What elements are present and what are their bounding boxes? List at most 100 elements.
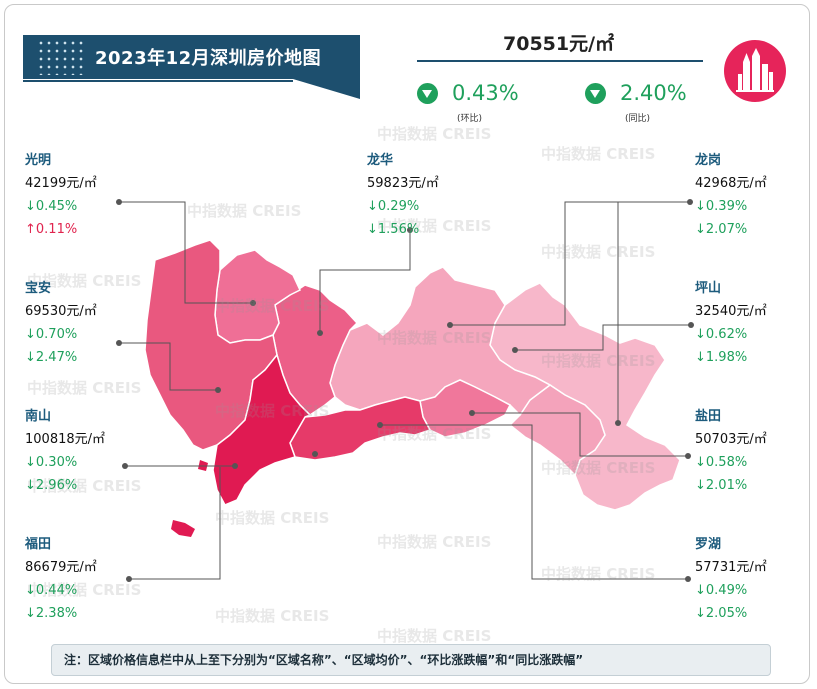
district-info-yantian: 盐田 50703元/㎡ ↓0.58% ↓2.01% (695, 405, 767, 497)
district-yoy: ↓1.56% (367, 222, 420, 237)
district-yoy: ↓2.07% (695, 222, 748, 237)
district-name: 坪山 (695, 281, 722, 296)
district-info-longgang: 龙岗 42968元/㎡ ↓0.39% ↓2.07% (695, 149, 767, 241)
title-banner: 2023年12月深圳房价地图 (23, 35, 360, 79)
leader-line-guangming (119, 201, 253, 304)
leader-line-pingshan (515, 324, 691, 351)
district-info-futian: 福田 86679元/㎡ ↓0.44% ↓2.38% (25, 533, 97, 625)
yoy-change: 2.40% (585, 81, 687, 105)
down-arrow-icon (585, 82, 606, 104)
dots-decoration (37, 39, 87, 75)
price-underline (417, 60, 703, 62)
leader-dots (116, 199, 694, 582)
district-yoy: ↓1.98% (695, 350, 748, 365)
district-yoy: ↓2.96% (25, 478, 78, 493)
skyline-icon (736, 48, 774, 92)
district-name: 龙岗 (695, 153, 722, 168)
district-info-guangming: 光明 42199元/㎡ ↓0.45% ↑0.11% (25, 149, 97, 241)
district-luohu[interactable] (419, 379, 511, 438)
yoy-label: (同比) (625, 114, 651, 124)
watermark: 中指数据 CREIS (215, 509, 330, 527)
leader-line-futian (129, 467, 221, 580)
district-yoy: ↑0.11% (25, 222, 78, 237)
watermark: 中指数据 CREIS (377, 217, 492, 235)
district-futian[interactable] (289, 396, 432, 461)
district-mom: ↓0.45% (25, 199, 78, 214)
mom-label: (环比) (457, 114, 483, 124)
watermark: 中指数据 CREIS (187, 202, 302, 220)
district-info-luohu: 罗湖 57731元/㎡ ↓0.49% ↓2.05% (695, 533, 767, 625)
down-arrow-icon (417, 82, 438, 104)
district-price: 59823元/㎡ (367, 176, 439, 191)
district-yantian[interactable] (508, 384, 606, 477)
district-price: 32540元/㎡ (695, 304, 767, 319)
district-price: 100818元/㎡ (25, 432, 106, 447)
district-mom: ↓0.49% (695, 583, 748, 598)
watermark: 中指数据 CREIS (215, 402, 330, 420)
watermark: 中指数据 CREIS (377, 627, 492, 645)
watermark: 中指数据 CREIS (27, 379, 142, 397)
district-yoy: ↓2.47% (25, 350, 78, 365)
district-name: 龙华 (367, 153, 394, 168)
shenzhen-skyline-logo (724, 40, 786, 102)
watermark: 中指数据 CREIS (541, 352, 656, 370)
district-yoy: ↓2.01% (695, 478, 748, 493)
district-mom: ↓0.70% (25, 327, 78, 342)
district-name: 光明 (25, 153, 52, 168)
district-name: 南山 (25, 409, 52, 424)
watermark: 中指数据 CREIS (541, 145, 656, 163)
watermark: 中指数据 CREIS (377, 533, 492, 551)
leader-line-longhua (319, 230, 411, 333)
watermark: 中指数据 CREIS (215, 297, 330, 315)
yoy-value: 2.40% (620, 81, 687, 105)
watermark: 中指数据 CREIS (27, 477, 142, 495)
district-price: 57731元/㎡ (695, 560, 767, 575)
district-mom: ↓0.58% (695, 455, 748, 470)
island (171, 520, 195, 537)
title-underline (23, 80, 293, 82)
district-info-baoan: 宝安 69530元/㎡ ↓0.70% ↓2.47% (25, 277, 97, 369)
district-info-longhua: 龙华 59823元/㎡ ↓0.29% ↓1.56% (367, 149, 439, 241)
leader-line-longgang (450, 201, 690, 326)
district-price: 42968元/㎡ (695, 176, 767, 191)
district-price: 69530元/㎡ (25, 304, 97, 319)
watermark: 中指数据 CREIS (377, 329, 492, 347)
legend-note: 注：区域价格信息栏中从上至下分别为“区域名称”、“区域均价”、“环比涨跌幅”和“… (51, 644, 771, 676)
district-name: 宝安 (25, 281, 52, 296)
map-frame: 2023年12月深圳房价地图 70551元/㎡ 0.43% (环比) 2.40%… (4, 4, 810, 684)
shenzhen-district-map (116, 199, 694, 582)
district-price: 86679元/㎡ (25, 560, 97, 575)
mom-value: 0.43% (452, 81, 519, 105)
watermark: 中指数据 CREIS (27, 272, 142, 290)
watermark: 中指数据 CREIS (377, 125, 492, 143)
city-average-price: 70551元/㎡ (503, 33, 615, 55)
district-info-nanshan: 南山 100818元/㎡ ↓0.30% ↓2.96% (25, 405, 105, 497)
district-price: 42199元/㎡ (25, 176, 97, 191)
district-price: 50703元/㎡ (695, 432, 767, 447)
title-banner-fold (293, 79, 360, 99)
district-name: 福田 (25, 537, 52, 552)
leader-line-baoan (119, 342, 218, 391)
district-info-pingshan: 坪山 32540元/㎡ ↓0.62% ↓1.98% (695, 277, 767, 369)
district-polygons (144, 239, 681, 537)
district-mom: ↓0.39% (695, 199, 748, 214)
watermark: 中指数据 CREIS (27, 581, 142, 599)
district-yoy: ↓2.05% (695, 606, 748, 621)
leader-line-luohu (380, 424, 688, 580)
district-mom: ↓0.29% (367, 199, 420, 214)
district-name: 罗湖 (695, 537, 722, 552)
leader-line-yantian (472, 412, 688, 457)
leader-lines (119, 201, 691, 580)
district-mom: ↓0.44% (25, 583, 78, 598)
mom-change: 0.43% (417, 81, 519, 105)
watermark: 中指数据 CREIS (215, 607, 330, 625)
watermark: 中指数据 CREIS (377, 425, 492, 443)
watermark: 中指数据 CREIS (541, 565, 656, 583)
watermark: 中指数据 CREIS (541, 243, 656, 261)
page-title: 2023年12月深圳房价地图 (95, 48, 322, 69)
district-yoy: ↓2.38% (25, 606, 78, 621)
watermark: 中指数据 CREIS (541, 459, 656, 477)
district-mom: ↓0.30% (25, 455, 78, 470)
district-name: 盐田 (695, 409, 722, 424)
district-mom: ↓0.62% (695, 327, 748, 342)
